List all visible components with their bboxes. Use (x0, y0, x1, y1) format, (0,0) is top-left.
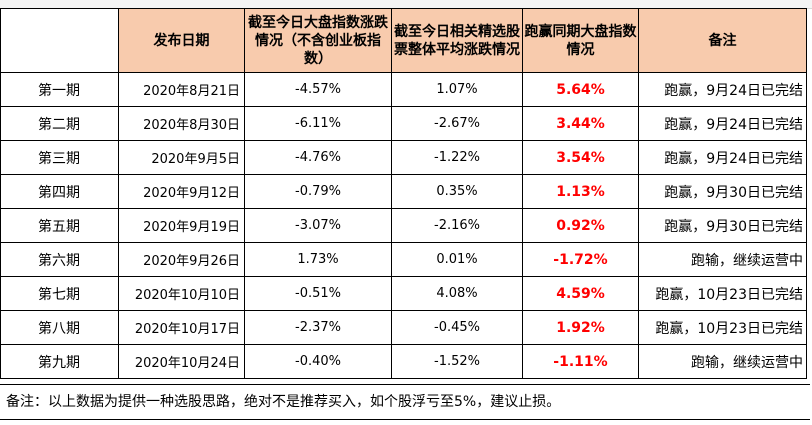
header-remark: 备注 (638, 8, 807, 73)
market-change-cell: -4.57% (244, 72, 392, 107)
table-row: 第七期 2020年10月10日 -0.51% 4.08% 4.59% 跑赢，10… (0, 276, 807, 311)
stock-change-cell: 4.08% (391, 276, 523, 311)
date-cell: 2020年9月12日 (118, 174, 245, 209)
date-cell: 2020年10月17日 (118, 310, 245, 345)
stock-change-cell: -1.52% (391, 344, 523, 379)
period-cell: 第二期 (0, 106, 119, 141)
vs-market-cell: 1.92% (522, 310, 639, 345)
date-cell: 2020年9月19日 (118, 208, 245, 243)
vs-market-cell: 3.54% (522, 140, 639, 175)
vs-market-cell: -1.11% (522, 344, 639, 379)
stock-change-cell: -2.16% (391, 208, 523, 243)
period-cell: 第四期 (0, 174, 119, 209)
stock-change-cell: -2.67% (391, 106, 523, 141)
table-row: 第二期 2020年8月30日 -6.11% -2.67% 3.44% 跑赢，9月… (0, 106, 807, 141)
header-release-date: 发布日期 (118, 8, 245, 73)
stock-change-cell: 0.01% (391, 242, 523, 277)
table-row: 第三期 2020年9月5日 -4.76% -1.22% 3.54% 跑赢，9月2… (0, 140, 807, 175)
period-cell: 第八期 (0, 310, 119, 345)
stock-change-cell: 1.07% (391, 72, 523, 107)
header-blank (0, 8, 119, 73)
remark-cell: 跑赢，9月24日已完结 (638, 140, 807, 175)
period-cell: 第六期 (0, 242, 119, 277)
market-change-cell: -2.37% (244, 310, 392, 345)
market-change-cell: -0.51% (244, 276, 392, 311)
period-cell: 第三期 (0, 140, 119, 175)
vs-market-cell: 0.92% (522, 208, 639, 243)
remark-cell: 跑赢，9月24日已完结 (638, 72, 807, 107)
header-vs-market: 跑赢同期大盘指数情况 (522, 8, 639, 73)
market-change-cell: -4.76% (244, 140, 392, 175)
header-row: 发布日期 截至今日大盘指数涨跌情况（不含创业板指数） 截至今日相关精选股票整体平… (0, 8, 807, 73)
vs-market-cell: -1.72% (522, 242, 639, 277)
stock-change-cell: -1.22% (391, 140, 523, 175)
remark-cell: 跑赢，9月24日已完结 (638, 106, 807, 141)
period-cell: 第九期 (0, 344, 119, 379)
period-cell: 第一期 (0, 72, 119, 107)
market-change-cell: -0.40% (244, 344, 392, 379)
header-stock-change: 截至今日相关精选股票整体平均涨跌情况 (391, 8, 523, 73)
remark-cell: 跑赢，9月30日已完结 (638, 208, 807, 243)
footnote: 备注：以上数据为提供一种选股思路，绝对不是推荐买入，如个股浮亏至5%，建议止损。 (0, 384, 810, 420)
remark-cell: 跑赢，10月23日已完结 (638, 310, 807, 345)
table-row: 第五期 2020年9月19日 -3.07% -2.16% 0.92% 跑赢，9月… (0, 208, 807, 243)
stock-change-cell: -0.45% (391, 310, 523, 345)
table-row: 第九期 2020年10月24日 -0.40% -1.52% -1.11% 跑输，… (0, 344, 807, 379)
date-cell: 2020年8月21日 (118, 72, 245, 107)
remark-cell: 跑输，继续运营中 (638, 344, 807, 379)
stock-change-cell: 0.35% (391, 174, 523, 209)
vs-market-cell: 5.64% (522, 72, 639, 107)
table-row: 第六期 2020年9月26日 1.73% 0.01% -1.72% 跑输，继续运… (0, 242, 807, 277)
remark-cell: 跑赢，9月30日已完结 (638, 174, 807, 209)
table-row: 第四期 2020年9月12日 -0.79% 0.35% 1.13% 跑赢，9月3… (0, 174, 807, 209)
performance-table: 发布日期 截至今日大盘指数涨跌情况（不含创业板指数） 截至今日相关精选股票整体平… (0, 8, 807, 379)
vs-market-cell: 3.44% (522, 106, 639, 141)
market-change-cell: -0.79% (244, 174, 392, 209)
date-cell: 2020年10月10日 (118, 276, 245, 311)
market-change-cell: -6.11% (244, 106, 392, 141)
vs-market-cell: 4.59% (522, 276, 639, 311)
period-cell: 第五期 (0, 208, 119, 243)
date-cell: 2020年8月30日 (118, 106, 245, 141)
vs-market-cell: 1.13% (522, 174, 639, 209)
period-cell: 第七期 (0, 276, 119, 311)
market-change-cell: 1.73% (244, 242, 392, 277)
date-cell: 2020年10月24日 (118, 344, 245, 379)
market-change-cell: -3.07% (244, 208, 392, 243)
date-cell: 2020年9月26日 (118, 242, 245, 277)
header-market-change: 截至今日大盘指数涨跌情况（不含创业板指数） (244, 8, 392, 73)
table-row: 第一期 2020年8月21日 -4.57% 1.07% 5.64% 跑赢，9月2… (0, 72, 807, 107)
date-cell: 2020年9月5日 (118, 140, 245, 175)
table-row: 第八期 2020年10月17日 -2.37% -0.45% 1.92% 跑赢，1… (0, 310, 807, 345)
remark-cell: 跑输，继续运营中 (638, 242, 807, 277)
remark-cell: 跑赢，10月23日已完结 (638, 276, 807, 311)
